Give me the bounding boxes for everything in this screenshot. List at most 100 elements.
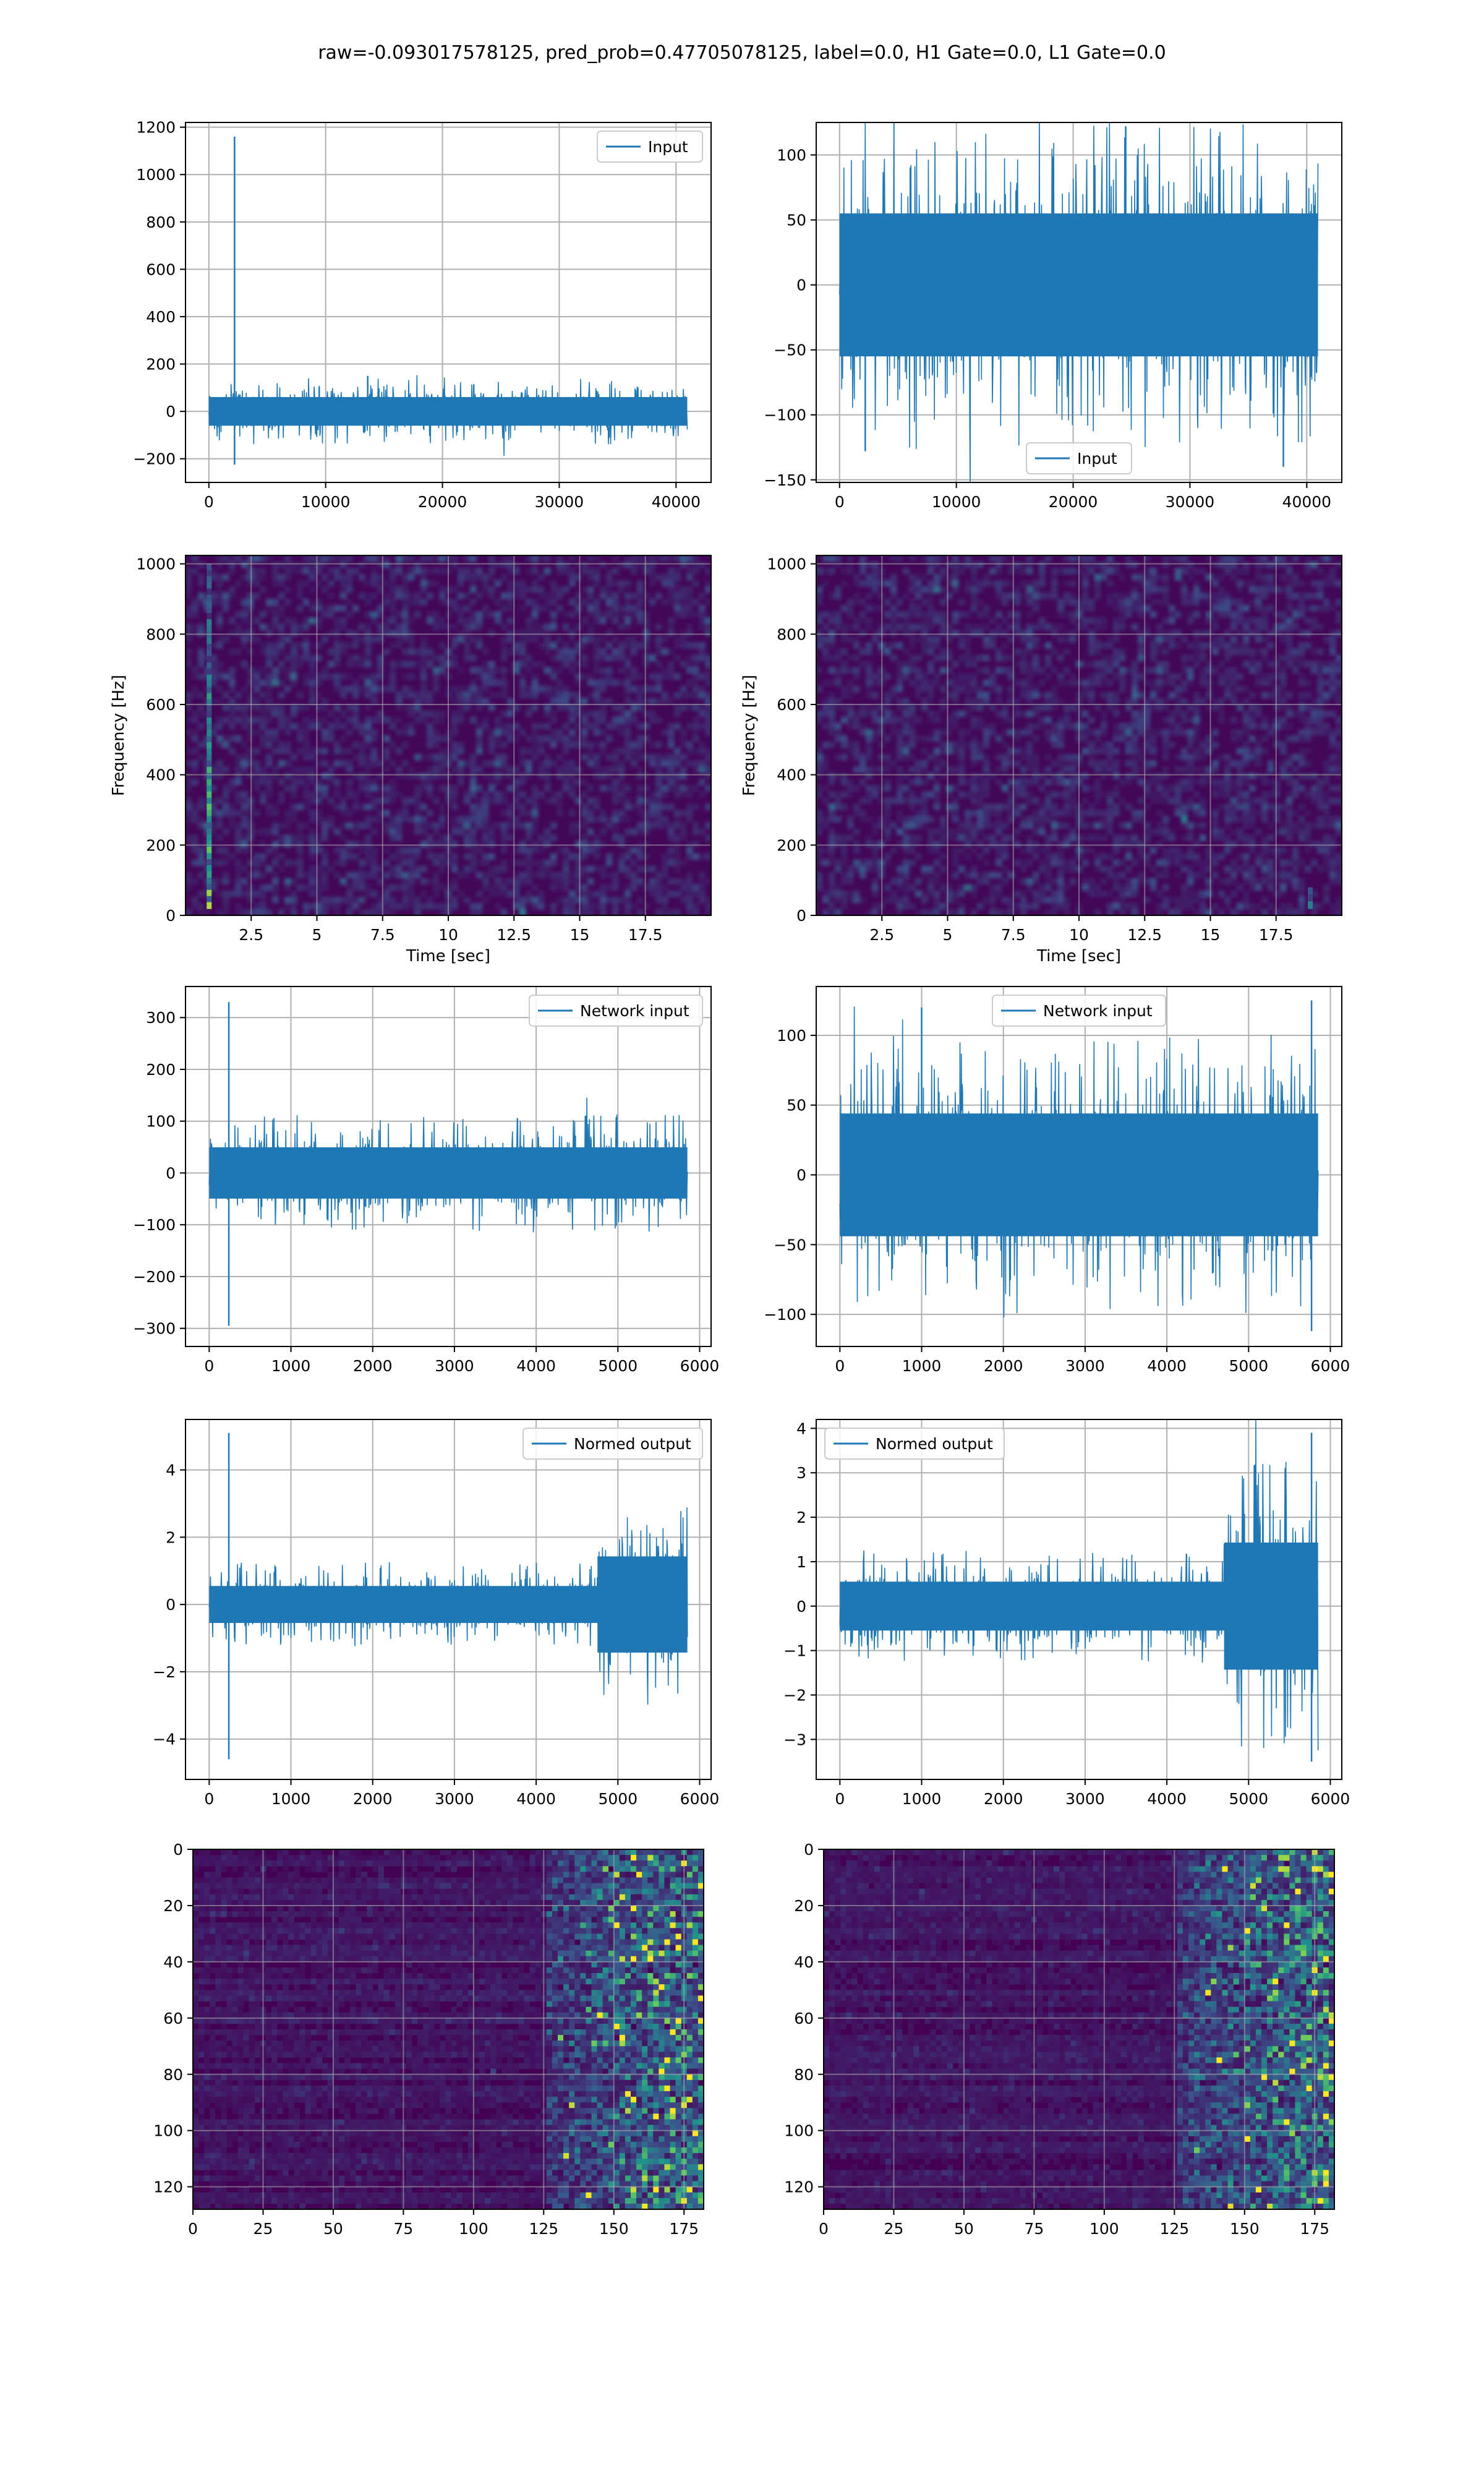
network-input-h1-legend: Network input [529, 995, 703, 1027]
input-l1-ytick-label-2: −50 [774, 341, 806, 359]
spectrogram-l1-xtick-label-5: 15 [1201, 926, 1221, 944]
network-input-h1-plot-area [208, 1002, 688, 1326]
spectrogram-h1-hotspot-0-seg [207, 810, 212, 817]
spectrogram-l1-xlabel: Time [sec] [1036, 947, 1121, 965]
input-h1-ytick-label-1: 0 [166, 403, 176, 421]
input-h1-xtick-label-3: 30000 [535, 493, 584, 511]
spectrogram-h1-hotspot-0-seg [207, 859, 212, 867]
spectrogram-h1-hotspot-0-seg [207, 865, 212, 872]
feature-map-l1-ytick-label-2: 40 [794, 1953, 814, 1971]
spectrogram-h1-hotspot-0-seg [207, 674, 212, 682]
input-l1-ytick-label-1: −100 [764, 406, 806, 424]
spectrogram-h1-hotspot-0-seg [207, 883, 212, 891]
spectrogram-h1-xtick-label-2: 7.5 [370, 926, 395, 944]
normed-output-l1-ytick-label-1: −2 [783, 1686, 806, 1704]
input-h1-frame [185, 122, 712, 483]
network-input-l1-xtick-label-5: 5000 [1229, 1357, 1268, 1375]
input-h1-xtick-label-0: 0 [204, 493, 214, 511]
feature-map-l1-xtick-label-2: 50 [954, 2220, 974, 2238]
spectrogram-h1-hotspot-0-seg [207, 902, 212, 909]
network-input-l1-xtick-label-6: 6000 [1311, 1357, 1350, 1375]
feature-map-h1-ytick-label-6: 120 [153, 2178, 183, 2196]
normed-output-h1-xtick-label-6: 6000 [680, 1790, 720, 1808]
spectrogram-h1-hotspot-0-seg [207, 563, 212, 571]
spectrogram-h1-ylabel: Frequency [Hz] [109, 675, 128, 796]
input-h1-ytick-label-3: 400 [146, 308, 176, 326]
spectrogram-h1-hotspot-0-seg [207, 877, 212, 884]
network-input-l1-ytick-label-3: 50 [787, 1097, 806, 1115]
input-h1-ytick-label-7: 1200 [136, 119, 176, 137]
normed-output-h1-xtick-label-2: 2000 [353, 1790, 393, 1808]
network-input-h1-xtick-label-3: 3000 [435, 1357, 474, 1375]
feature-map-l1-frame [823, 1849, 1335, 2210]
input-l1-legend: Input [1026, 442, 1132, 474]
spectrogram-h1-hotspot-0-seg [207, 693, 212, 700]
spectrogram-l1-frame [816, 555, 1342, 916]
feature-map-h1-xtick-label-6: 150 [599, 2220, 629, 2238]
spectrogram-l1-xtick-label-3: 10 [1069, 926, 1089, 944]
input-l1-xtick-label-4: 40000 [1282, 493, 1332, 511]
spectrogram-h1-axes: 2.5 5 7.5 10 12.5 15 17.5 0 200 400 600 800 1000 [136, 555, 711, 944]
normed-output-h1-xtick-label-4: 4000 [516, 1790, 556, 1808]
input-h1-xtick-label-2: 20000 [418, 493, 467, 511]
spectrogram-h1-xtick-label-1: 5 [312, 926, 322, 944]
feature-map-l1-ytick-label-4: 80 [794, 2066, 814, 2084]
input-h1-ytick-label-0: −200 [133, 450, 176, 468]
feature-map-l1-xtick-label-6: 150 [1230, 2220, 1260, 2238]
network-input-h1-xtick-label-2: 2000 [353, 1357, 393, 1375]
spectrogram-h1-hotspot-0-seg [207, 637, 212, 644]
spectrogram-h1-hotspot-0-seg [207, 613, 212, 620]
feature-map-h1-ytick-label-2: 40 [163, 1953, 183, 1971]
feature-map-l1-ytick-label-0: 0 [804, 1841, 814, 1859]
input-l1-ytick-label-3: 0 [796, 276, 806, 294]
spectrogram-h1-ytick-label-5: 1000 [136, 555, 176, 573]
network-input-h1-ytick-label-5: 200 [146, 1061, 176, 1079]
network-input-l1-ytick-label-4: 100 [777, 1027, 806, 1045]
input-h1-legend: Input [597, 131, 703, 163]
normed-output-h1-ytick-label-0: −4 [153, 1731, 176, 1748]
spectrogram-l1-xtick-label-6: 17.5 [1259, 926, 1294, 944]
spectrogram-h1-hotspot-0-seg [207, 754, 212, 761]
feature-map-h1-ytick-label-4: 80 [163, 2066, 183, 2084]
network-input-l1-legend: Network input [992, 995, 1166, 1027]
network-input-l1-xtick-label-2: 2000 [984, 1357, 1023, 1375]
spectrogram-l1-hotspot-0-seg [1308, 894, 1313, 902]
input-h1-xtick-label-1: 10000 [301, 493, 351, 511]
feature-map-l1-ytick-label-3: 60 [794, 2010, 814, 2027]
input-l1-ytick-label-0: −150 [764, 471, 806, 489]
spectrogram-l1-ytick-label-2: 400 [777, 766, 806, 784]
spectrogram-h1-hotspot-0-seg [207, 649, 212, 657]
spectrogram-h1-xlabel: Time [sec] [406, 947, 490, 965]
network-input-l1-frame [816, 986, 1342, 1347]
spectrogram-h1-hotspot-0-seg [207, 730, 212, 737]
spectrogram-h1-hotspot-0-seg [207, 717, 212, 725]
spectrogram-h1-hotspot-0-seg [207, 766, 212, 774]
network-input-h1-legend-label: Network input [580, 1002, 689, 1020]
spectrogram-h1-hotspot-0-seg [207, 816, 212, 823]
network-input-h1-ytick-label-3: 0 [166, 1164, 176, 1182]
normed-output-l1-ytick-label-6: 3 [796, 1464, 806, 1482]
normed-output-h1-series-burst [597, 1556, 688, 1653]
network-input-h1-series-core [209, 1147, 688, 1199]
input-l1-ytick-label-5: 100 [777, 147, 806, 165]
feature-map-h1-xtick-label-0: 0 [188, 2220, 198, 2238]
spectrogram-h1-hotspot-0-seg [207, 662, 212, 669]
input-l1-xtick-label-2: 20000 [1049, 493, 1098, 511]
spectrogram-h1-hotspot-0-seg [207, 594, 212, 602]
input-h1-legend-box [597, 131, 703, 163]
normed-output-l1-ytick-label-0: −3 [783, 1731, 806, 1748]
spectrogram-h1-hotspot-0-seg [207, 736, 212, 743]
network-input-h1-frame [185, 986, 712, 1347]
input-h1-axes: 0 10000 20000 30000 40000 −200 0 200 400 600 800 10… [133, 119, 711, 511]
feature-map-l1-xtick-label-7: 175 [1300, 2220, 1329, 2238]
network-input-l1-ytick-label-0: −100 [764, 1306, 806, 1324]
spectrogram-h1-hotspot-0-seg [207, 791, 212, 798]
feature-map-l1-ytick-label-6: 120 [784, 2178, 814, 2196]
network-input-l1-ytick-label-2: 0 [796, 1166, 806, 1184]
normed-output-h1-xtick-label-3: 3000 [435, 1790, 474, 1808]
spectrogram-h1-hotspot-0-seg [207, 797, 212, 805]
spectrogram-h1-hotspot-0-seg [207, 841, 212, 848]
network-input-l1-series-core [840, 1113, 1318, 1236]
network-input-l1-xtick-label-0: 0 [835, 1357, 845, 1375]
input-l1-legend-label: Input [1077, 450, 1117, 468]
